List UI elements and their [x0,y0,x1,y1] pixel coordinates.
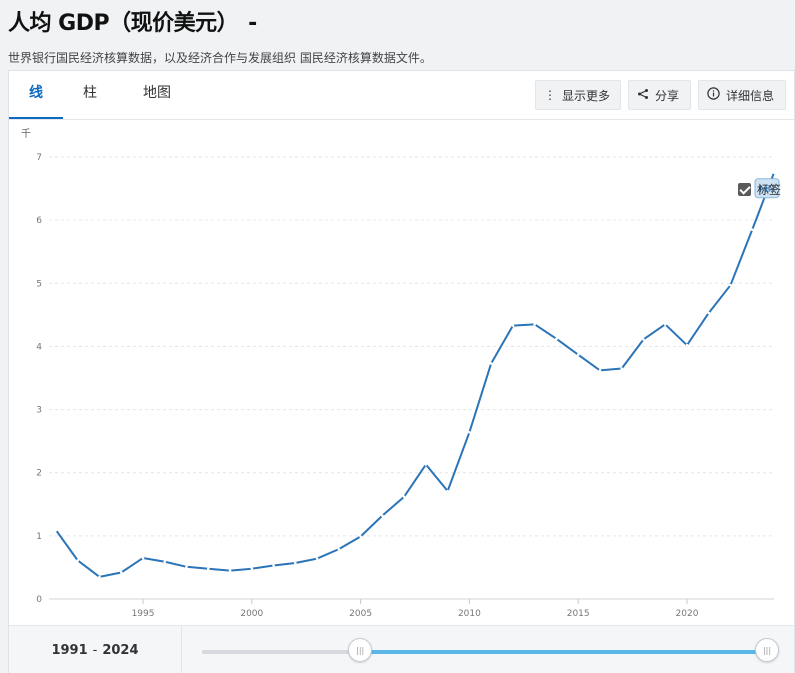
data-point [555,337,558,341]
slider-start-handle[interactable]: ||| [348,638,373,662]
y-tick-label: 5 [36,279,42,289]
data-point [315,557,319,560]
y-tick-label: 4 [36,342,42,352]
data-point [663,323,667,326]
title-row: 人均 GDP（现价美元） - [8,4,257,38]
data-point [141,556,145,560]
data-point [685,343,689,347]
x-tick-label: 2000 [240,609,263,619]
details-label: 详细信息 [726,88,775,103]
data-point [337,547,341,551]
range-end: 2024 [102,642,139,658]
slider-selected-range [360,650,767,654]
data-point [76,559,80,562]
chart-area: 千 0 1 2 3 4 5 6 7 1995 2000 2005 2010 2015 2020 MN 标签 [9,120,794,625]
details-button[interactable]: 详细信息 [698,80,786,110]
data-point [98,575,101,579]
series-line [55,172,775,578]
data-point [511,324,515,327]
data-point [750,228,754,231]
more-vertical-icon: ⋮ [544,88,556,102]
share-icon [637,88,649,103]
data-point [185,565,188,569]
data-point [642,338,645,341]
data-point [598,369,602,372]
data-point [163,560,167,564]
data-point [228,569,232,572]
data-point [707,311,711,315]
y-axis-unit-label: 千 [21,128,31,140]
data-point [359,535,362,538]
data-point [207,567,210,570]
data-point [620,367,623,370]
x-tick-label: 2015 [567,609,590,619]
y-tick-label: 0 [36,595,42,605]
x-tick-label: 2005 [349,609,372,619]
page-title-text: 人均 GDP（现价美元） [8,11,239,36]
data-point [729,283,732,287]
y-tick-label: 1 [36,532,42,542]
labels-toggle-label: 标签 [757,183,782,197]
x-tick-label: 1995 [132,609,155,619]
data-point [772,171,776,175]
data-point [402,495,406,499]
data-point [294,561,297,565]
view-tabs: 线 柱 地图 [9,71,191,119]
chart-card: 线 柱 地图 ⋮ 显示更多 分享 详细信息 千 0 1 2 3 4 5 6 7 1995 2000 2… [8,70,795,673]
page-title: 人均 GDP（现价美元） - [8,5,257,37]
series-label: MN [759,184,775,195]
tab-bar[interactable]: 柱 [83,85,97,101]
share-label: 分享 [655,88,680,103]
labels-toggle[interactable]: 标签 [738,181,781,198]
range-footer: 1991 - 2024 ||| ||| [9,625,794,673]
y-tick-label: 6 [36,216,42,226]
x-tick-label: 2020 [676,609,699,619]
data-point [533,323,536,326]
data-point [424,463,428,466]
y-tick-label: 7 [36,153,42,163]
info-icon [707,87,720,103]
show-more-label: 显示更多 [562,88,611,103]
tab-map[interactable]: 地图 [143,85,171,101]
show-more-button[interactable]: ⋮ 显示更多 [535,80,621,110]
x-tick-label: 2010 [458,609,481,619]
data-point [381,514,384,517]
y-tick-label: 2 [36,469,42,479]
y-tick-label: 3 [36,406,42,416]
data-point [272,564,275,567]
range-start: 1991 [51,642,88,658]
share-button[interactable]: 分享 [628,80,691,110]
slider-end-handle[interactable]: ||| [755,638,779,662]
data-point [119,571,123,574]
year-range-slider[interactable] [202,650,767,654]
data-point [576,353,580,356]
source-note: 世界银行国民经济核算数据，以及经济合作与发展组织 国民经济核算数据文件。 [8,51,432,65]
data-point [489,362,493,365]
data-point [446,489,449,493]
range-separator: - [92,642,98,658]
line-chart: 千 0 1 2 3 4 5 6 7 1995 2000 2005 2010 2015 2020 MN [21,128,780,619]
data-point [468,431,471,434]
tabs-divider [9,119,794,120]
year-range: 1991 - 2024 [9,626,182,673]
labels-checkbox[interactable] [738,183,751,196]
series-label-box [754,178,780,199]
data-point [54,528,58,532]
tab-line[interactable]: 线 [9,71,63,119]
page-title-suffix: - [248,11,257,36]
data-point [250,567,254,570]
